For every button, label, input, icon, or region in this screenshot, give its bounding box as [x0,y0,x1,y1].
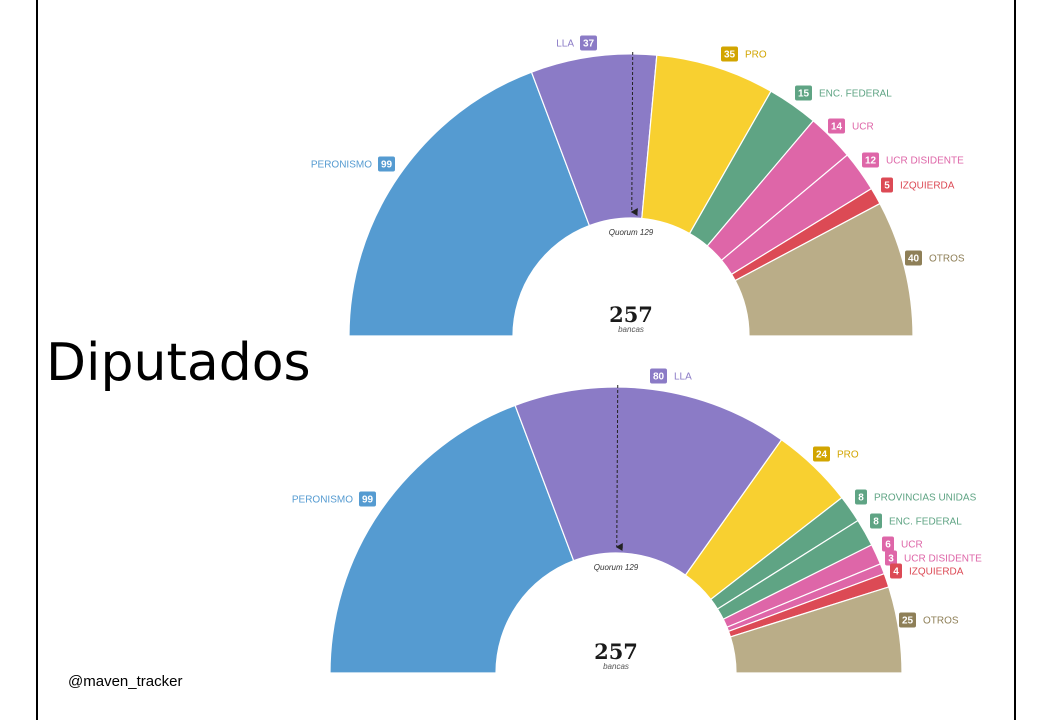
seat-count-badge [885,550,897,566]
party-label-peronismo: 99 PERONISMO [292,491,376,507]
seat-count-badge [813,446,830,462]
slide-title: Diputados [46,333,311,393]
seat-count-badge [378,156,395,172]
party-name: PRO [745,50,767,61]
seat-count-badge [359,491,376,507]
party-label-ucr-disidente: 3 UCR DISIDENTE [885,550,982,566]
seat-count: 99 [381,160,393,171]
party-name: PROVINCIAS UNIDAS [874,493,977,504]
seat-count: 14 [831,122,843,133]
seat-count: 5 [884,181,890,192]
seat-count: 40 [908,254,920,265]
party-name: UCR [852,122,874,133]
party-name: UCR DISIDENTE [886,156,964,167]
seat-slice-otros [729,586,903,674]
party-name: IZQUIERDA [900,181,955,192]
seat-count-badge [650,368,667,384]
party-name: ENC. FEDERAL [819,89,892,100]
seat-count-badge [899,612,916,628]
seat-count: 12 [865,156,877,167]
seat-count-badge [580,35,597,51]
seat-count-badge [828,118,845,134]
party-label-pro: 24 PRO [813,446,859,462]
party-name: IZQUIERDA [909,567,964,578]
seat-count-badge [795,85,812,101]
seat-count: 6 [885,540,891,551]
seat-count: 80 [653,372,665,383]
party-label-enc-federal: 15 ENC. FEDERAL [795,85,892,101]
chart-before: 99 PERONISMO 37 LLA 35 PRO 15 ENC. FEDERAL 14 UCR… [311,35,965,337]
seat-count: 25 [902,616,914,627]
seat-count-badge [890,563,902,579]
party-label-lla: 80 LLA [650,368,692,384]
party-label-enc-federal: 8 ENC. FEDERAL [870,513,962,529]
total-seats-label: bancas [603,662,629,671]
party-label-provincias-unidas: 8 PROVINCIAS UNIDAS [855,489,977,505]
seat-count-badge [721,46,738,62]
seat-count: 37 [583,39,595,50]
party-label-otros: 40 OTROS [905,250,965,266]
party-name: PERONISMO [292,495,353,506]
slide-border-left [36,0,38,720]
party-label-ucr: 6 UCR [882,536,923,552]
seat-count-badge [870,513,882,529]
seat-count: 8 [873,517,879,528]
total-seats-label: bancas [618,325,644,334]
party-label-izquierda: 5 IZQUIERDA [881,177,955,193]
party-name: LLA [556,39,574,50]
seat-slice-otros [734,202,914,337]
party-label-peronismo: 99 PERONISMO [311,156,395,172]
total-seats: 257 [594,639,638,664]
seat-count: 8 [858,493,864,504]
party-name: PRO [837,450,859,461]
party-label-izquierda: 4 IZQUIERDA [890,563,964,579]
party-name: PERONISMO [311,160,372,171]
party-label-otros: 25 OTROS [899,612,959,628]
party-name: LLA [674,372,692,383]
seat-count-badge [881,177,893,193]
seat-count-badge [862,152,879,168]
total-seats: 257 [609,302,653,327]
seat-slice-peronismo [348,71,591,337]
seat-slice-peronismo [329,404,575,674]
party-label-ucr-disidente: 12 UCR DISIDENTE [862,152,964,168]
quorum-line [630,52,638,217]
party-name: ENC. FEDERAL [889,517,962,528]
slide-border-right [1014,0,1016,720]
party-label-pro: 35 PRO [721,46,767,62]
seat-slice-lla [514,386,783,576]
author-handle: @maven_tracker [68,673,183,690]
party-name: OTROS [923,616,959,627]
seat-count-badge [882,536,894,552]
seat-count: 3 [888,554,894,565]
quorum-label: Quorum 129 [609,228,654,237]
seat-count-badge [855,489,867,505]
seat-count: 35 [724,50,736,61]
seat-count: 4 [893,567,899,578]
seat-count: 24 [816,450,828,461]
quorum-label: Quorum 129 [594,563,639,572]
quorum-line [615,385,623,552]
party-name: UCR DISIDENTE [904,554,982,565]
party-name: OTROS [929,254,965,265]
party-label-lla: 37 LLA [556,35,597,51]
party-label-ucr: 14 UCR [828,118,874,134]
party-name: UCR [901,540,923,551]
seat-count: 99 [362,495,374,506]
seat-count-badge [905,250,922,266]
seat-count: 15 [798,89,810,100]
